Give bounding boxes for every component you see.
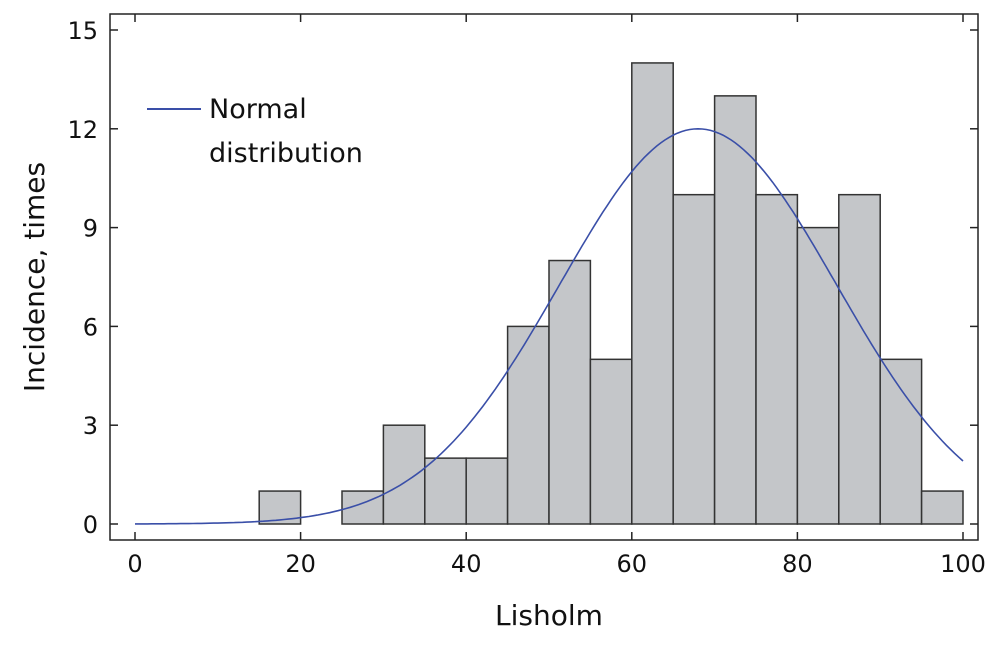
histogram-bar-85 [838, 193, 881, 525]
ticks-group: 0 20 40 60 80 100 0 3 6 9 12 15 [67, 14, 986, 578]
histogram-bar-15 [258, 490, 302, 525]
histogram-bar-45 [506, 325, 550, 525]
y-tick-label: 9 [83, 215, 98, 243]
y-tick-label: 15 [67, 17, 98, 45]
y-tick-label: 0 [83, 511, 98, 539]
x-axis-label: Lisholm [495, 599, 603, 632]
histogram-bar-95 [920, 490, 964, 525]
histogram-bar-60 [631, 62, 674, 525]
histogram-bar-35 [424, 457, 467, 525]
histogram-bar-65 [672, 193, 716, 525]
histogram-bar-30 [382, 424, 426, 525]
histogram-bar-75 [755, 193, 799, 525]
y-axis-label: Incidence, times [18, 162, 51, 392]
y-tick-label: 3 [83, 412, 98, 440]
bars-group [258, 62, 964, 525]
histogram-bar-55 [589, 358, 633, 525]
histogram-bar-40 [465, 457, 509, 525]
histogram-bar-50 [548, 259, 592, 525]
x-tick-label: 80 [782, 550, 813, 578]
histogram-bar-80 [796, 226, 840, 525]
x-tick-label: 20 [285, 550, 316, 578]
histogram-bar-70 [713, 95, 757, 525]
plot-frame [109, 13, 979, 541]
y-tick-label: 12 [67, 116, 98, 144]
legend-label-line2: distribution [209, 138, 363, 169]
x-tick-label: 0 [127, 550, 142, 578]
normal-distribution-curve [135, 127, 964, 525]
x-tick-label: 100 [940, 550, 986, 578]
x-tick-label: 60 [617, 550, 648, 578]
histogram-bar-90 [879, 358, 923, 525]
y-tick-label: 6 [83, 313, 98, 341]
x-tick-label: 40 [451, 550, 482, 578]
legend: Normal distribution [147, 94, 363, 169]
legend-label-line1: Normal [209, 94, 307, 125]
